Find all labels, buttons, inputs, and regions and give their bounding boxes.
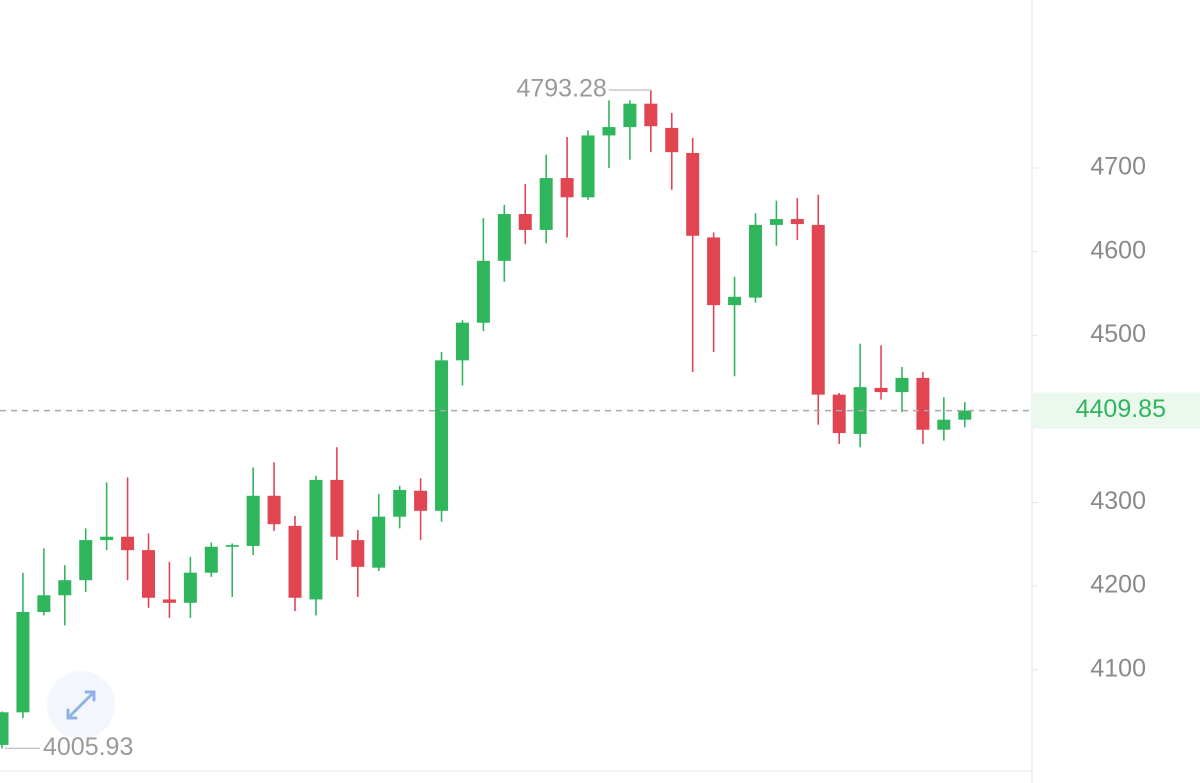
- y-tick-label: 4300: [1090, 487, 1146, 515]
- candle-body: [895, 377, 909, 393]
- candle-body: [874, 387, 888, 393]
- candle-body: [225, 545, 239, 547]
- candle-body: [288, 525, 302, 598]
- candle-body: [183, 572, 197, 603]
- high-marker-label: 4793.28: [516, 75, 606, 103]
- last-price-bg: [1032, 392, 1200, 429]
- candle-body: [769, 219, 783, 225]
- candle-body: [581, 135, 595, 198]
- candle-body: [937, 419, 951, 430]
- candle-body: [811, 224, 825, 395]
- candle-body: [37, 595, 51, 612]
- candle-body: [58, 580, 72, 596]
- y-tick-label: 4500: [1090, 320, 1146, 348]
- candle-body: [351, 540, 365, 567]
- candle-body: [707, 237, 721, 306]
- candle-body: [665, 127, 679, 153]
- candle-body: [728, 296, 742, 306]
- candle-body: [602, 127, 616, 136]
- expand-button[interactable]: [47, 671, 115, 739]
- candle-body: [623, 103, 637, 128]
- candle-body: [100, 536, 114, 541]
- candle-body: [644, 103, 658, 127]
- candle-body: [309, 479, 323, 600]
- candle-body: [435, 360, 449, 511]
- candle-body: [832, 394, 846, 434]
- candle-body: [414, 490, 428, 511]
- candle-body: [497, 214, 511, 261]
- candle-body: [790, 219, 804, 225]
- candle-body: [16, 611, 30, 713]
- y-tick-label: 4100: [1090, 654, 1146, 682]
- candle-body: [162, 599, 176, 603]
- candle-body: [372, 516, 386, 568]
- candle-body: [560, 178, 574, 198]
- candle-body: [476, 260, 490, 323]
- candle-body: [246, 495, 260, 546]
- y-tick-label: 4200: [1090, 571, 1146, 599]
- candle-body: [748, 224, 762, 298]
- expand-icon[interactable]: [66, 690, 96, 720]
- y-tick-label: 4600: [1090, 236, 1146, 264]
- candle-body: [330, 479, 344, 537]
- candle-body: [142, 550, 156, 598]
- last-price-label: 4409.85: [1076, 395, 1166, 423]
- candle-body: [455, 322, 469, 361]
- candle-body: [686, 152, 700, 236]
- candle-body: [393, 489, 407, 517]
- candle-body: [79, 540, 93, 581]
- candle-body: [539, 178, 553, 230]
- candle-body: [518, 214, 532, 230]
- candle-body: [121, 536, 135, 551]
- candle-body: [204, 546, 218, 573]
- candle-body: [916, 377, 930, 430]
- candle-body: [958, 410, 972, 420]
- candle-body: [0, 712, 9, 745]
- candle-body: [267, 495, 281, 525]
- y-tick-label: 4700: [1090, 153, 1146, 181]
- low-marker-label: 4005.93: [43, 733, 133, 761]
